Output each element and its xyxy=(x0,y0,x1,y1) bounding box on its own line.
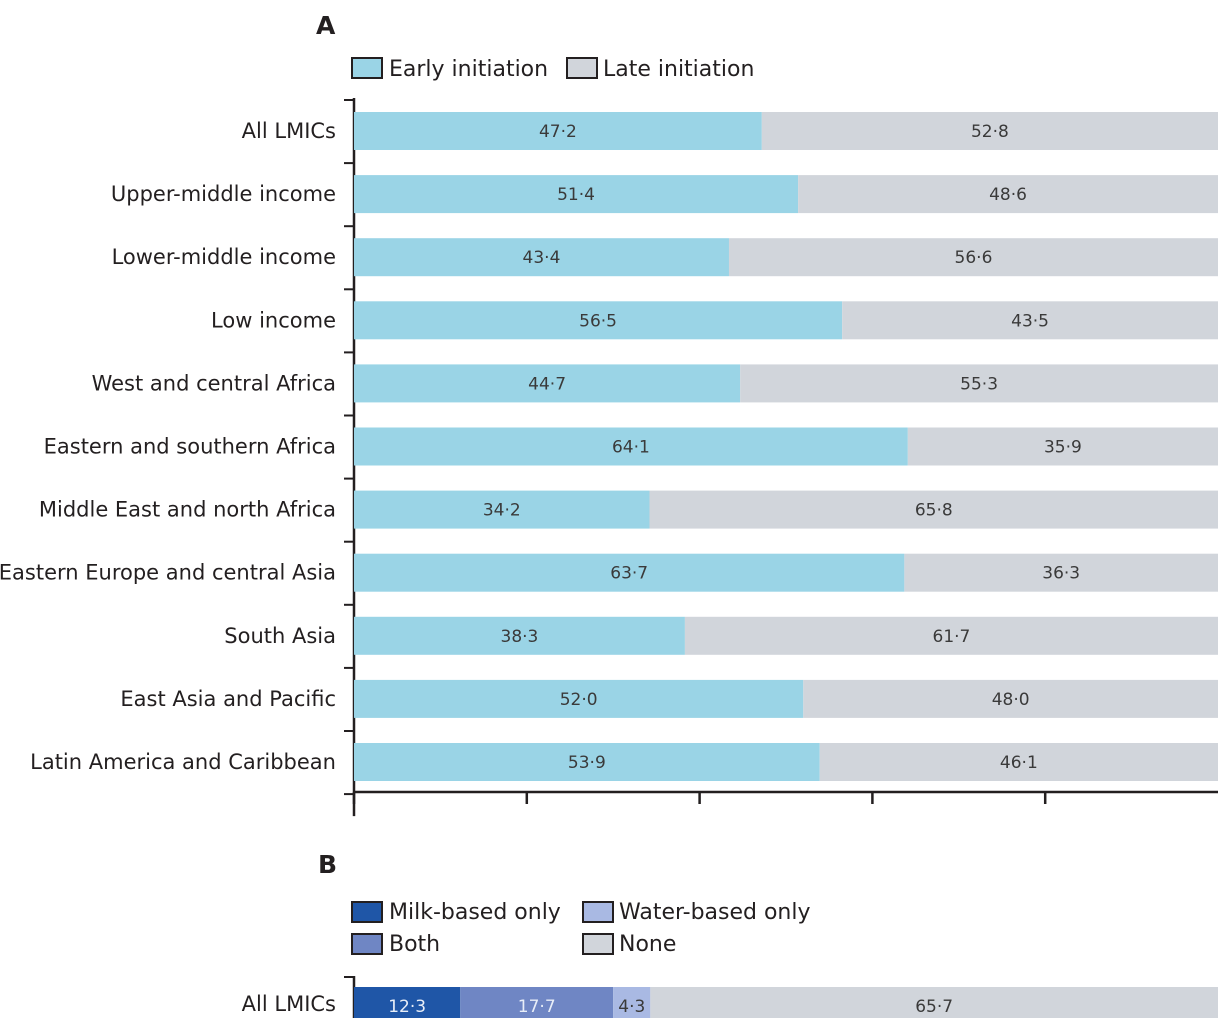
panel-a-label: A xyxy=(316,11,336,40)
bar-early-initiation xyxy=(354,679,804,718)
bar-early-initiation xyxy=(354,427,908,466)
category-label: Lower-middle income xyxy=(112,245,336,269)
bar-late-initiation xyxy=(649,490,1218,529)
bar-late-initiation xyxy=(798,175,1218,214)
bar-milk-based-only xyxy=(354,987,461,1023)
data-label: 48·6 xyxy=(989,185,1027,205)
legend-swatch-early-initiation xyxy=(351,57,383,79)
category-label: Latin America and Caribbean xyxy=(30,750,336,774)
bar-late-initiation xyxy=(907,427,1218,466)
data-label: 43·5 xyxy=(1011,311,1049,331)
data-label: 56·5 xyxy=(579,311,617,331)
data-label: 46·1 xyxy=(1000,753,1038,773)
data-label: 52·8 xyxy=(971,122,1009,142)
data-label: 38·3 xyxy=(501,627,539,647)
bar-early-initiation xyxy=(354,490,650,529)
legend-swatch-both xyxy=(351,933,383,955)
data-label: 43·4 xyxy=(523,248,561,268)
bar-none xyxy=(650,987,1218,1023)
category-label: East Asia and Pacific xyxy=(120,687,336,711)
data-label: 56·6 xyxy=(955,248,993,268)
data-label: 48·0 xyxy=(992,690,1030,710)
bar-water-based-only xyxy=(613,987,651,1023)
data-label: 64·1 xyxy=(612,438,650,458)
category-label: Eastern and southern Africa xyxy=(44,435,336,459)
data-label: 61·7 xyxy=(933,627,971,647)
data-label: 12·3 xyxy=(388,997,426,1017)
bar-late-initiation xyxy=(842,301,1218,340)
data-label: 17·7 xyxy=(518,997,556,1017)
category-label: Low income xyxy=(211,308,336,332)
category-label: Middle East and north Africa xyxy=(39,498,336,522)
category-label: Upper-middle income xyxy=(111,182,336,206)
category-label: South Asia xyxy=(224,624,336,648)
legend-swatch-milk-based-only xyxy=(351,901,383,923)
bar-early-initiation xyxy=(354,553,905,592)
bar-late-initiation xyxy=(684,616,1218,655)
legend-swatch-water-based-only xyxy=(582,901,614,923)
data-label: 47·2 xyxy=(539,122,577,142)
legend-label: Milk-based only xyxy=(389,900,561,925)
data-label: 53·9 xyxy=(568,753,606,773)
legend-label: None xyxy=(619,932,676,957)
bar-late-initiation xyxy=(740,364,1218,403)
bar-early-initiation xyxy=(354,112,762,150)
legend-swatch-none xyxy=(582,933,614,955)
legend-label: Both xyxy=(389,932,440,957)
bar-late-initiation xyxy=(904,553,1218,592)
data-label: 34·2 xyxy=(483,501,521,521)
bar-late-initiation xyxy=(819,743,1218,781)
data-label: 44·7 xyxy=(528,374,566,394)
legend-label: Late initiation xyxy=(603,57,754,82)
bar-both xyxy=(460,987,614,1023)
bar-late-initiation xyxy=(728,238,1218,277)
data-label: 4·3 xyxy=(618,997,645,1017)
bar-early-initiation xyxy=(354,743,820,781)
bar-early-initiation xyxy=(354,238,729,277)
data-label: 52·0 xyxy=(560,690,598,710)
bar-early-initiation xyxy=(354,616,685,655)
legend-label: Early initiation xyxy=(389,57,548,82)
category-label: Eastern Europe and central Asia xyxy=(0,561,336,585)
bar-late-initiation xyxy=(761,112,1218,150)
category-label: West and central Africa xyxy=(92,371,336,395)
data-label: 35·9 xyxy=(1044,438,1082,458)
data-label: 65·7 xyxy=(915,997,953,1017)
bar-late-initiation xyxy=(803,679,1218,718)
bar-early-initiation xyxy=(354,301,843,340)
bar-early-initiation xyxy=(354,364,741,403)
category-label: All LMICs xyxy=(242,992,336,1016)
category-label: All LMICs xyxy=(242,119,336,143)
data-label: 63·7 xyxy=(610,564,648,584)
legend-label: Water-based only xyxy=(619,900,811,925)
data-label: 36·3 xyxy=(1042,564,1080,584)
bar-early-initiation xyxy=(354,175,799,214)
data-label: 65·8 xyxy=(915,501,953,521)
data-label: 55·3 xyxy=(960,374,998,394)
data-label: 51·4 xyxy=(557,185,595,205)
legend-swatch-late-initiation xyxy=(566,57,598,79)
panel-b-label: B xyxy=(318,850,337,879)
